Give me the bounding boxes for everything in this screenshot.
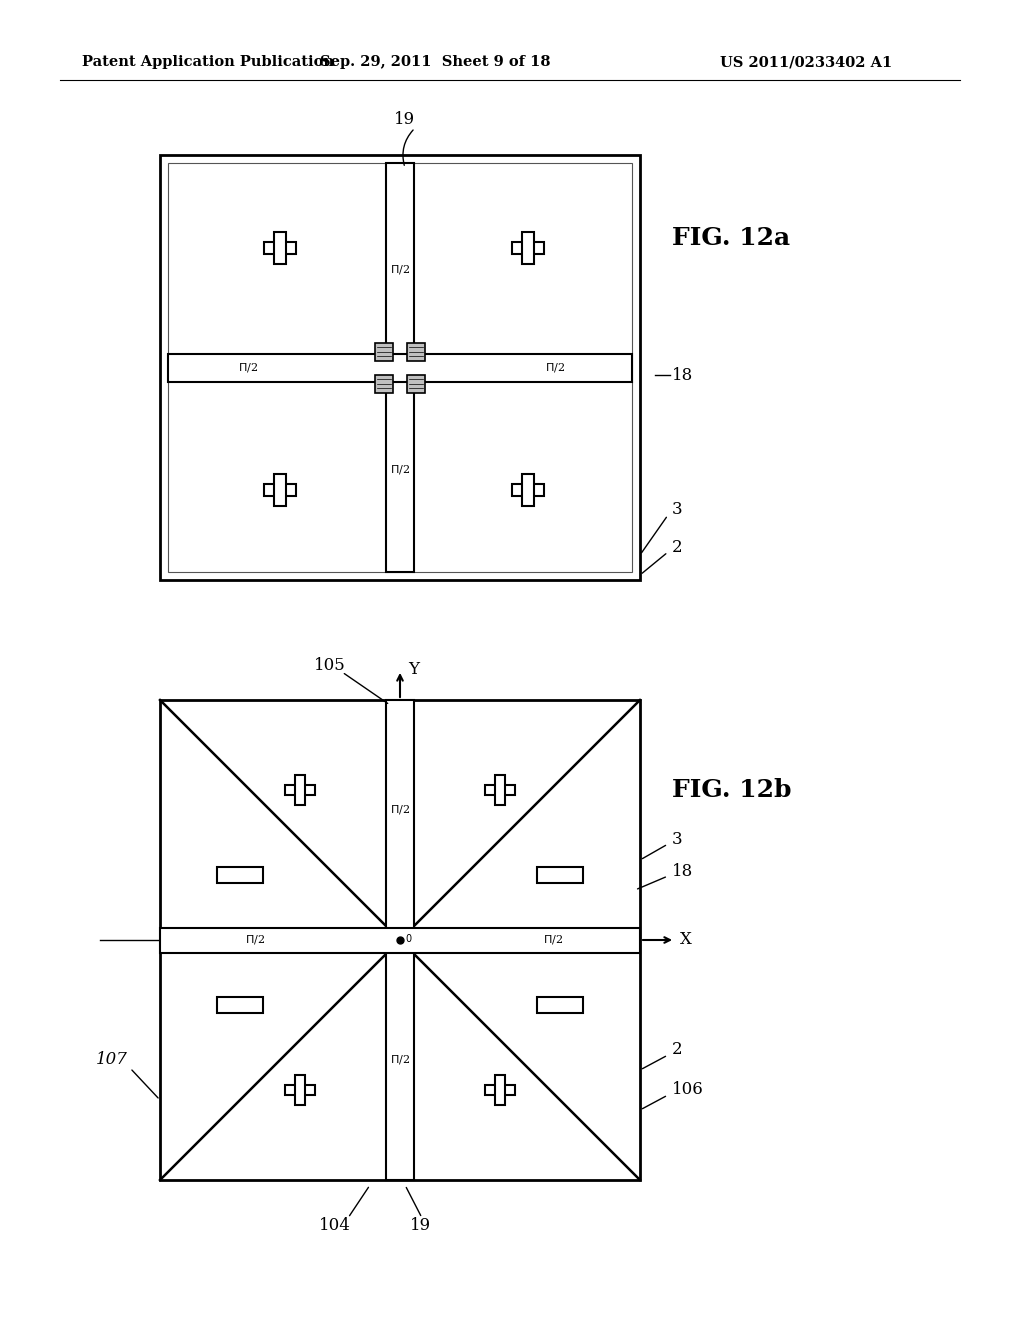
Text: $\Pi$/2: $\Pi$/2 — [390, 264, 410, 276]
Text: 18: 18 — [672, 367, 693, 384]
Bar — [285, 784, 315, 796]
Text: $\Pi$/2: $\Pi$/2 — [543, 933, 563, 946]
Bar — [522, 232, 534, 264]
Text: 106: 106 — [672, 1081, 703, 1098]
Bar — [264, 484, 296, 496]
Bar — [522, 474, 534, 506]
Text: 2: 2 — [672, 1041, 683, 1059]
Bar — [160, 928, 640, 953]
Bar — [264, 243, 296, 253]
Bar — [485, 1085, 515, 1096]
Text: $\Pi$/2: $\Pi$/2 — [390, 1053, 410, 1067]
Text: X: X — [680, 932, 692, 949]
Bar — [217, 997, 263, 1012]
Text: 3: 3 — [672, 832, 683, 849]
Text: 107: 107 — [96, 1052, 128, 1068]
Text: FIG. 12b: FIG. 12b — [672, 777, 792, 803]
Text: 19: 19 — [410, 1217, 430, 1233]
Bar — [407, 342, 425, 360]
Text: 0: 0 — [406, 935, 411, 944]
Bar — [407, 375, 425, 392]
Text: 104: 104 — [319, 1217, 351, 1233]
Text: $\Pi$/2: $\Pi$/2 — [245, 933, 265, 946]
Bar — [217, 867, 263, 883]
Bar — [274, 474, 286, 506]
Text: 105: 105 — [314, 656, 346, 673]
Bar — [274, 232, 286, 264]
Bar — [495, 1074, 506, 1105]
Bar — [168, 354, 632, 381]
Bar — [160, 700, 640, 1180]
Bar — [512, 484, 544, 496]
Text: $\Pi$/2: $\Pi$/2 — [390, 804, 410, 817]
Bar — [485, 784, 515, 796]
Bar — [168, 162, 632, 572]
Text: Sep. 29, 2011  Sheet 9 of 18: Sep. 29, 2011 Sheet 9 of 18 — [319, 55, 550, 69]
Bar — [537, 997, 583, 1012]
Text: US 2011/0233402 A1: US 2011/0233402 A1 — [720, 55, 892, 69]
Text: 3: 3 — [672, 502, 683, 519]
Bar — [495, 775, 506, 805]
Bar — [375, 342, 393, 360]
Bar — [295, 775, 305, 805]
Text: 18: 18 — [672, 863, 693, 880]
Text: Patent Application Publication: Patent Application Publication — [82, 55, 334, 69]
Bar — [386, 162, 414, 572]
Bar — [386, 700, 414, 1180]
Text: $\Pi$/2: $\Pi$/2 — [238, 360, 258, 374]
Text: $\Pi$/2: $\Pi$/2 — [390, 463, 410, 477]
Bar — [160, 154, 640, 579]
Bar — [375, 375, 393, 392]
Text: $\Pi$/2: $\Pi$/2 — [545, 360, 565, 374]
Text: 19: 19 — [393, 111, 415, 128]
Text: Y: Y — [408, 661, 419, 678]
Bar — [537, 867, 583, 883]
Bar — [512, 243, 544, 253]
Text: FIG. 12a: FIG. 12a — [672, 226, 791, 249]
Bar — [295, 1074, 305, 1105]
Text: 2: 2 — [672, 540, 683, 557]
Bar — [285, 1085, 315, 1096]
